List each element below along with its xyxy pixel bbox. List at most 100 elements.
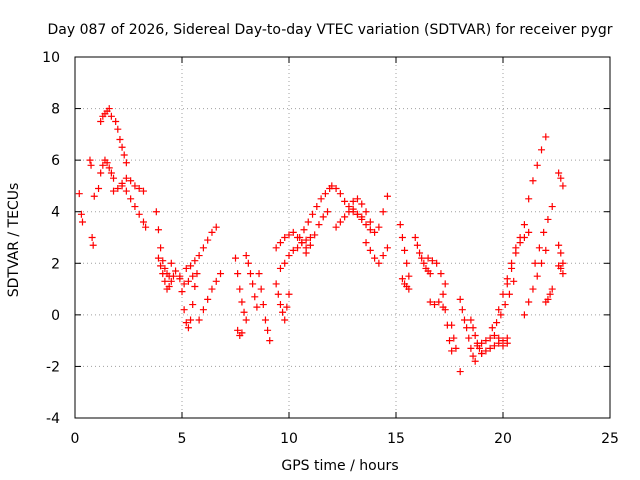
data-point — [349, 197, 357, 205]
data-point — [139, 187, 147, 195]
data-point — [204, 295, 212, 303]
data-point — [86, 156, 94, 164]
data-point — [456, 368, 464, 376]
series-arc-25 — [349, 192, 391, 236]
series-arc-29 — [411, 234, 434, 278]
data-point — [242, 316, 250, 324]
data-point — [191, 257, 199, 265]
data-point — [366, 218, 374, 226]
y-tick-label: 2 — [51, 256, 60, 272]
data-point — [542, 246, 550, 254]
data-point — [172, 267, 180, 275]
data-point — [187, 262, 195, 270]
data-point — [236, 285, 244, 293]
data-point — [182, 319, 190, 327]
data-point — [548, 203, 556, 211]
data-point — [75, 190, 83, 198]
data-point — [246, 270, 254, 278]
data-point — [542, 133, 550, 141]
series-arc-42 — [503, 228, 533, 288]
axis-ticks: 0 5 10 15 20 25 -4 -2 0 2 4 6 8 10 — [42, 50, 619, 447]
data-point — [127, 177, 135, 185]
data-point — [261, 316, 269, 324]
data-point — [433, 259, 441, 267]
series-arc-43 — [525, 133, 550, 203]
data-point — [97, 117, 105, 125]
data-point — [398, 275, 406, 283]
data-point — [139, 218, 147, 226]
data-point — [557, 174, 565, 182]
data-point — [458, 306, 466, 314]
data-point — [161, 277, 169, 285]
data-point — [371, 228, 379, 236]
data-point — [533, 272, 541, 280]
data-point — [439, 290, 447, 298]
y-tick-label: 0 — [51, 308, 60, 324]
y-tick-label: 8 — [51, 102, 60, 118]
data-point — [544, 215, 552, 223]
data-point — [167, 277, 175, 285]
grid — [75, 57, 610, 418]
data-point — [184, 277, 192, 285]
x-axis-label: GPS time / hours — [281, 458, 398, 474]
data-point — [441, 306, 449, 314]
data-point — [456, 295, 464, 303]
data-point — [358, 215, 366, 223]
data-point — [446, 337, 453, 345]
data-point — [497, 311, 505, 319]
data-point — [204, 236, 212, 244]
series-arc-27 — [396, 221, 413, 280]
data-point — [448, 347, 456, 355]
data-point — [557, 264, 565, 272]
data-point — [212, 223, 220, 231]
data-point — [508, 264, 516, 272]
y-tick-label: 10 — [42, 50, 60, 66]
data-point — [251, 293, 259, 301]
data-point — [161, 264, 169, 272]
data-point — [302, 236, 310, 244]
series-arc-32 — [439, 290, 456, 355]
data-point — [405, 272, 413, 280]
data-point — [353, 195, 361, 203]
data-point — [135, 185, 143, 193]
data-point — [516, 239, 524, 247]
data-point — [232, 254, 239, 262]
data-point — [366, 226, 374, 234]
data-point — [285, 231, 293, 239]
data-point — [450, 334, 458, 342]
data-point — [300, 226, 308, 234]
series-arc-17 — [255, 270, 274, 345]
data-point — [191, 282, 199, 290]
data-point — [116, 136, 124, 144]
y-tick-label: -2 — [46, 359, 60, 375]
data-point — [257, 285, 265, 293]
data-point — [486, 344, 494, 352]
data-point — [555, 241, 563, 249]
data-point — [285, 290, 293, 298]
data-point — [426, 270, 434, 278]
data-point — [176, 272, 184, 280]
data-point — [279, 308, 287, 316]
data-point — [306, 234, 314, 241]
data-point — [413, 241, 421, 249]
data-point — [189, 272, 197, 280]
data-point — [110, 187, 118, 195]
data-point — [89, 241, 97, 249]
data-point — [105, 164, 113, 172]
data-point — [77, 210, 85, 218]
data-point — [529, 177, 537, 185]
x-tick-label: 10 — [280, 431, 298, 447]
data-point — [189, 301, 197, 309]
series-arc-45 — [520, 246, 550, 319]
data-point — [420, 259, 428, 267]
data-point — [401, 246, 409, 254]
data-point — [332, 185, 340, 193]
data-point — [165, 282, 173, 290]
data-point — [217, 270, 225, 278]
x-tick-label: 25 — [601, 431, 619, 447]
data-point — [319, 213, 327, 221]
data-point — [182, 264, 190, 272]
data-point — [486, 334, 494, 342]
data-point — [510, 277, 518, 285]
